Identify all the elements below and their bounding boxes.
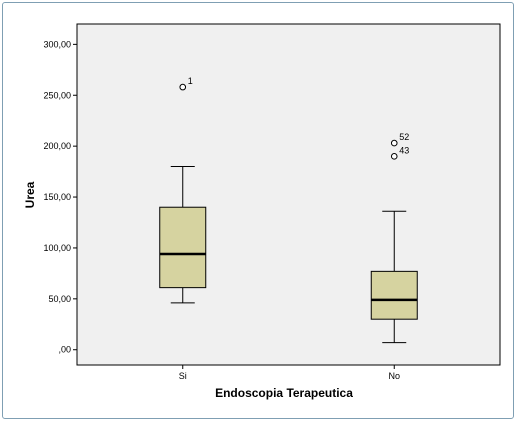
outlier-point <box>390 153 398 160</box>
box-group-si: 1 <box>159 76 207 304</box>
y-axis: ,00 50,00 100,00 150,00 200,00 250,00 300,00 <box>43 39 77 355</box>
iqr-box <box>159 206 207 289</box>
outlier-point <box>390 139 398 147</box>
y-axis-title: Urea <box>23 181 37 208</box>
x-tick-label: Si <box>179 371 187 381</box>
y-tick-label: 200,00 <box>43 141 71 151</box>
outlier-label: 43 <box>399 145 409 155</box>
outlier-label: 52 <box>399 132 409 142</box>
x-tick-label: No <box>388 371 400 381</box>
outlier-label: 1 <box>188 76 193 86</box>
y-tick-label: 250,00 <box>43 90 71 100</box>
outlier-point <box>179 83 187 91</box>
y-tick-label: 150,00 <box>43 192 71 202</box>
y-tick-label: 100,00 <box>43 243 71 253</box>
y-tick-label: 50,00 <box>48 294 71 304</box>
plot-area <box>76 23 501 366</box>
y-tick-label: ,00 <box>58 345 71 355</box>
x-axis-title: Endoscopia Terapeutica <box>215 386 353 400</box>
x-axis: Si No <box>179 365 400 381</box>
y-tick-label: 300,00 <box>43 39 71 49</box>
iqr-box <box>370 270 418 320</box>
